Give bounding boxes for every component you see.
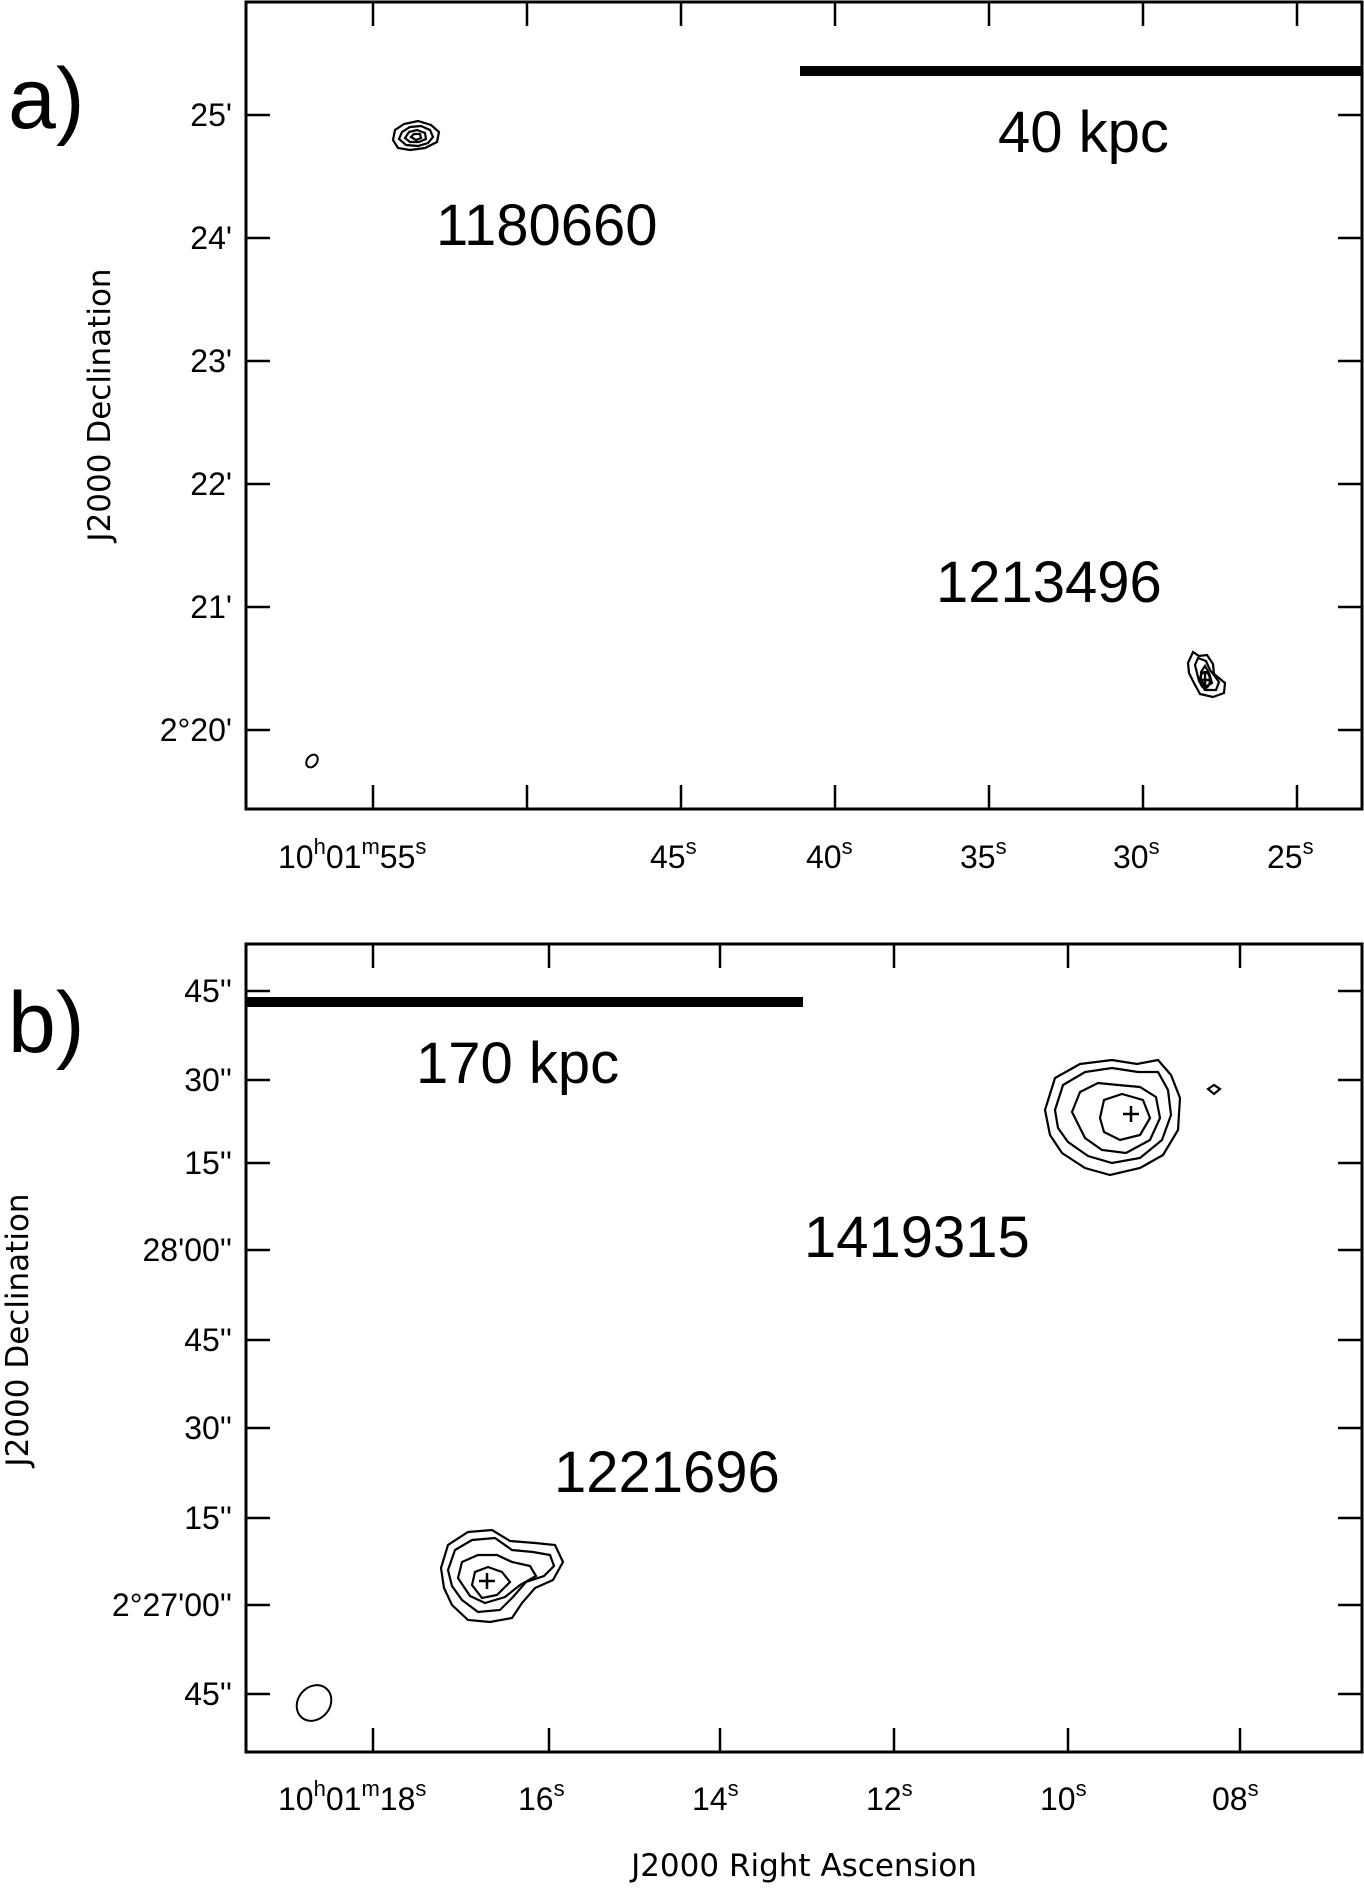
panel-a-y-ticks [246,113,1362,732]
panel-a-frame [244,0,1364,811]
panel-a-xtick-0: 10h01m55s [278,834,426,875]
panel-b-xtick-1: 16s [518,1776,565,1817]
panel-a-xtick-4: 30s [1113,834,1160,875]
panel-a-source-1213496-contours [1186,650,1227,699]
panel-a-xtick-1: 45s [650,834,697,875]
panel-b: 45'' 30'' 15'' 28'00'' 45'' 30'' 15'' 2°… [0,942,1364,1884]
panel-b-ytick-8: 45'' [184,1676,232,1712]
panel-a-label: a) [8,51,84,147]
panel-b-x-ticks [371,944,1242,1752]
panel-b-ytick-5: 30'' [184,1410,232,1446]
panel-b-xtick-0: 10h01m18s [278,1776,426,1817]
panel-b-ytick-4: 45'' [184,1322,232,1358]
panel-a-source-1180660-contours [391,119,441,152]
panel-a-ytick-4: 21' [190,589,232,625]
panel-a-ytick-0: 25' [190,97,232,133]
panel-b-xtick-3: 12s [866,1776,913,1817]
panel-a-ytick-2: 23' [190,343,232,379]
panel-b-ytick-3: 28'00'' [142,1232,232,1268]
panel-b-scale-label: 170 kpc [416,1031,619,1096]
panel-b-source-1221696-contours [439,1528,565,1624]
panel-b-ytick-1: 30'' [184,1062,232,1098]
panel-b-ytick-6: 15'' [184,1500,232,1536]
panel-a-beam [305,753,319,769]
panel-a-ytick-3: 22' [190,466,232,502]
panel-b-ytick-0: 45'' [184,973,232,1009]
panel-b-frame [244,942,1364,1754]
panel-b-xlabel: J2000 Right Ascension [629,1848,977,1884]
panel-a-x-ticks [371,2,1299,809]
panel-a-ytick-5: 2°20' [160,712,232,748]
panel-b-y-ticks [246,989,1362,1696]
panel-a-xtick-3: 35s [960,834,1007,875]
panel-b-source-1419315-contours [1043,1058,1222,1177]
panel-a-ylabel: J2000 Declination [82,268,118,543]
panel-b-xtick-5: 08s [1212,1776,1259,1817]
panel-a-xtick-5: 25s [1267,834,1314,875]
panel-a-ytick-1: 24' [190,220,232,256]
panel-a-scale-bar [800,66,1362,76]
panel-b-source-label-1221696: 1221696 [554,1440,780,1505]
panel-b-xtick-4: 10s [1040,1776,1087,1817]
panel-a-scale-label: 40 kpc [998,100,1169,165]
panel-b-ylabel: J2000 Declination [0,1193,36,1468]
panel-b-source-label-1419315: 1419315 [804,1205,1030,1270]
panel-b-xtick-2: 14s [692,1776,739,1817]
panel-a-xtick-2: 40s [806,834,853,875]
panel-b-beam [295,1684,333,1722]
panel-a: 25' 24' 23' 22' 21' 2°20' 10h01m55s 45s … [8,0,1364,875]
panel-a-source-label-1213496: 1213496 [936,550,1162,615]
panel-a-source-label-1180660: 1180660 [436,193,658,258]
panel-b-scale-bar [246,997,803,1007]
panel-b-label: b) [8,975,84,1071]
panel-b-ytick-7: 2°27'00'' [112,1587,232,1623]
panel-b-ytick-2: 15'' [184,1145,232,1181]
